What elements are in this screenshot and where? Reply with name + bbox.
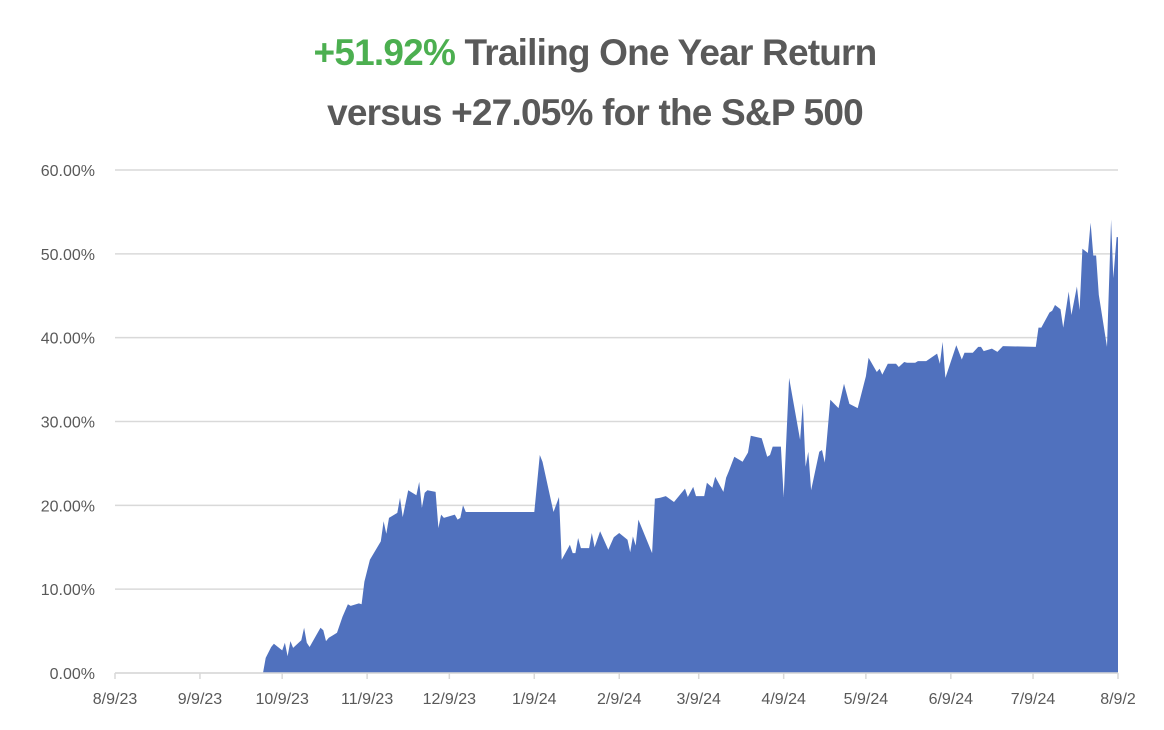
x-tick-label: 7/9/24	[1011, 691, 1056, 708]
chart-title-line-1: +51.92% Trailing One Year Return	[0, 32, 1164, 74]
x-tick-label: 6/9/24	[929, 691, 974, 708]
y-tick-label: 30.00%	[41, 415, 95, 432]
x-tick-label: 4/9/24	[761, 691, 806, 708]
area-series	[115, 219, 1118, 673]
y-tick-label: 50.00%	[41, 247, 95, 264]
x-tick-label: 8/9/23	[93, 691, 138, 708]
y-tick-label: 0.00%	[50, 666, 95, 683]
x-tick-label: 2/9/24	[597, 691, 642, 708]
x-tick-label: 3/9/24	[676, 691, 721, 708]
x-tick-label: 10/9/23	[255, 691, 308, 708]
y-tick-label: 40.00%	[41, 331, 95, 348]
x-tick-label: 12/9/23	[423, 691, 476, 708]
chart-title-line-2: versus +27.05% for the S&P 500	[327, 92, 864, 133]
y-tick-label: 10.00%	[41, 582, 95, 599]
axes: 0.00% 10.00% 20.00% 30.00% 40.00% 50.00% 60.00…	[41, 163, 1136, 708]
x-tick-label: 8/9/2	[1100, 691, 1136, 708]
y-tick-label: 60.00%	[41, 163, 95, 180]
x-tick-label: 5/9/24	[844, 691, 889, 708]
title-line-1-text: Trailing One Year Return	[455, 32, 878, 73]
x-tick-label: 11/9/23	[341, 691, 393, 708]
fund-return-highlight: +51.92%	[313, 32, 456, 73]
y-tick-label: 20.00%	[41, 498, 95, 515]
portfolio-return-area	[115, 219, 1118, 673]
x-tick-label: 1/9/24	[512, 691, 557, 708]
x-tick-label: 9/9/23	[178, 691, 223, 708]
